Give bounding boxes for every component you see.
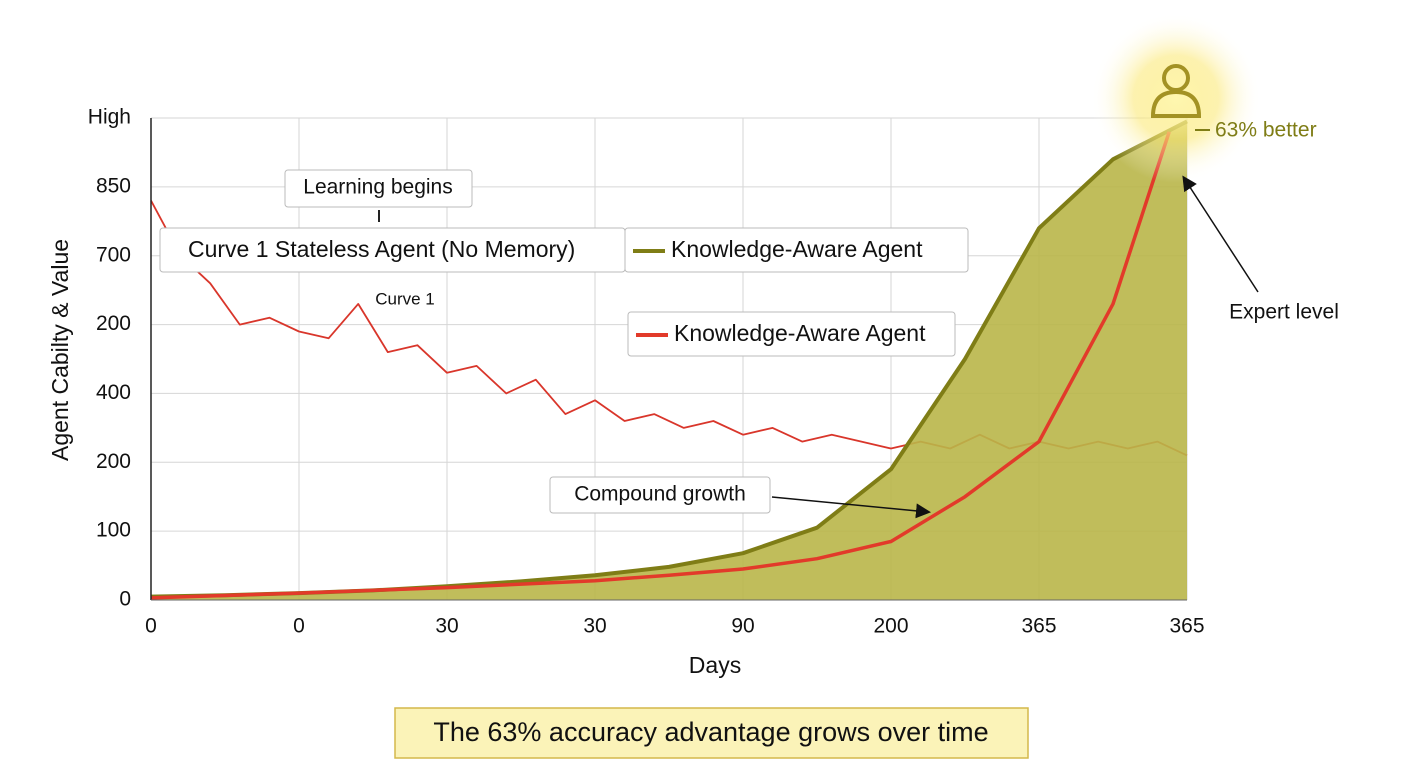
x-tick-label: 0 — [293, 615, 305, 638]
caption-box — [394, 707, 1029, 759]
annotation-box — [284, 169, 473, 208]
y-tick-label: 400 — [96, 381, 131, 404]
annotation-box — [549, 476, 771, 514]
annotation-arrow — [771, 496, 931, 519]
y-tick-label: 200 — [96, 450, 131, 473]
legend-box — [624, 227, 969, 273]
plot — [150, 119, 1188, 601]
legend-box — [627, 311, 956, 357]
y-tick-label: 0 — [119, 588, 131, 611]
x-tick-label: 365 — [1021, 615, 1056, 638]
caption: The 63% accuracy advantage grows over ti… — [433, 717, 988, 747]
y-tick-label: 850 — [96, 174, 131, 197]
annotation: Learning begins — [303, 176, 452, 199]
y-tick-label: 100 — [96, 519, 131, 542]
y-tick-label: 200 — [96, 312, 131, 335]
annotation: Compound growth — [574, 483, 746, 506]
expert-icon — [1150, 64, 1202, 118]
legend: Curve 1 Stateless Agent (No Memory) Knowl… — [159, 227, 969, 357]
annotation: Expert level — [1229, 301, 1339, 324]
x-tick-label: 90 — [731, 615, 754, 638]
legend-label: Curve 1 Stateless Agent (No Memory) — [188, 236, 575, 262]
y-tick-label: High — [88, 106, 131, 129]
legend-label: Knowledge-Aware Agent — [671, 236, 923, 262]
x-axis-label: Days — [689, 652, 741, 678]
x-tick-label: 365 — [1169, 615, 1204, 638]
annotation: 63% better — [1215, 119, 1317, 142]
annotation: Curve 1 — [375, 289, 435, 308]
annotation-arrow — [1182, 175, 1259, 293]
y-tick-label: 700 — [96, 243, 131, 266]
x-tick-label: 30 — [435, 615, 458, 638]
x-tick-label: 0 — [145, 615, 157, 638]
x-tick-label: 200 — [873, 615, 908, 638]
glow — [1091, 13, 1261, 183]
line — [150, 131, 1171, 600]
area — [151, 121, 1187, 601]
y-axis-label: Agent Cabilty & Value — [47, 239, 73, 461]
x-tick-label: 30 — [583, 615, 606, 638]
legend-label: Knowledge-Aware Agent — [674, 320, 926, 346]
